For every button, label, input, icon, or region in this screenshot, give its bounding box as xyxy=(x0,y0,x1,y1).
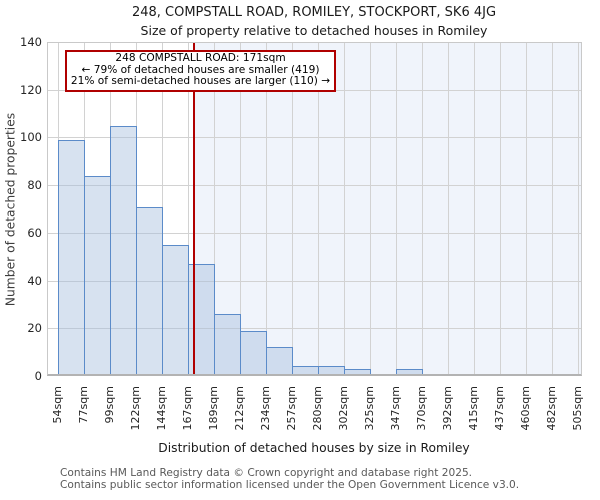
gridline-vertical xyxy=(474,42,475,376)
gridline-vertical xyxy=(266,42,267,376)
x-tick-label: 189sqm xyxy=(207,386,220,431)
gridline-vertical xyxy=(188,42,189,376)
y-tick-label: 0 xyxy=(34,369,42,383)
x-tick-label: 212sqm xyxy=(233,386,246,431)
gridline-vertical xyxy=(448,42,449,376)
footer-line-1: Contains HM Land Registry data © Crown c… xyxy=(60,467,473,479)
shaded-region-larger xyxy=(192,42,582,376)
annotation-line-larger: 21% of semi-detached houses are larger (… xyxy=(70,75,331,88)
annotation-line-smaller: ← 79% of detached houses are smaller (41… xyxy=(81,63,320,76)
histogram-bar xyxy=(214,313,241,376)
histogram-bar xyxy=(266,347,293,376)
x-axis-title: Distribution of detached houses by size … xyxy=(158,441,470,455)
gridline-vertical xyxy=(240,42,241,376)
x-tick-label: 415sqm xyxy=(467,386,480,431)
x-tick-label: 302sqm xyxy=(337,386,350,431)
x-tick-label: 347sqm xyxy=(389,386,402,431)
y-tick-label: 120 xyxy=(20,82,42,97)
x-tick-label: 77sqm xyxy=(77,386,90,424)
x-tick-label: 257sqm xyxy=(285,386,298,431)
x-tick-label: 325sqm xyxy=(363,386,376,431)
x-tick-label: 167sqm xyxy=(181,386,194,431)
histogram-bar xyxy=(318,366,345,376)
x-tick-label: 54sqm xyxy=(51,386,64,424)
gridline-vertical xyxy=(292,42,293,376)
y-tick-label: 100 xyxy=(20,130,42,145)
gridline-vertical xyxy=(214,42,215,376)
y-tick-label: 80 xyxy=(27,178,42,193)
histogram-bar xyxy=(370,373,397,376)
gridline-horizontal xyxy=(47,328,582,330)
gridline-vertical xyxy=(500,42,501,376)
x-tick-label: 99sqm xyxy=(103,386,116,424)
gridline-horizontal xyxy=(47,185,582,187)
x-tick-label: 437sqm xyxy=(493,386,506,431)
histogram-bar xyxy=(162,244,189,376)
y-tick-label: 20 xyxy=(27,321,42,336)
plot-area xyxy=(47,42,582,376)
gridline-vertical xyxy=(370,42,371,376)
x-tick-label: 392sqm xyxy=(441,386,454,431)
histogram-bar xyxy=(292,366,319,376)
chart-header: 248, COMPSTALL ROAD, ROMILEY, STOCKPORT,… xyxy=(14,4,600,40)
gridline-horizontal xyxy=(47,232,582,234)
footer-line-2: Contains public sector information licen… xyxy=(60,478,520,491)
histogram-bar xyxy=(136,206,163,376)
y-tick-label: 140 xyxy=(20,35,42,49)
y-tick-label: 40 xyxy=(27,273,42,288)
gridline-vertical xyxy=(526,42,527,376)
x-tick-label: 122sqm xyxy=(129,386,142,431)
histogram-bar xyxy=(188,263,215,376)
histogram-bar xyxy=(422,373,449,376)
x-tick-label: 482sqm xyxy=(545,386,558,431)
histogram-bar xyxy=(84,175,111,376)
gridline-vertical xyxy=(344,42,345,376)
x-tick-label: 144sqm xyxy=(155,386,168,431)
gridline-vertical xyxy=(578,42,579,376)
chart-title: 248, COMPSTALL ROAD, ROMILEY, STOCKPORT,… xyxy=(131,5,497,20)
x-tick-label: 280sqm xyxy=(311,386,324,431)
histogram-bar xyxy=(552,373,579,376)
gridline-vertical xyxy=(422,42,423,376)
gridline-horizontal xyxy=(47,280,582,282)
histogram-bar xyxy=(344,368,371,376)
footer: Contains HM Land Registry data © Crown c… xyxy=(60,467,600,491)
gridline-vertical xyxy=(318,42,319,376)
gridline-horizontal xyxy=(47,42,582,43)
marker-line xyxy=(192,42,195,376)
y-tick-label: 60 xyxy=(27,225,42,240)
gridline-vertical xyxy=(552,42,553,376)
histogram-bar xyxy=(396,368,423,376)
x-tick-label: 460sqm xyxy=(519,386,532,431)
x-tick-label: 370sqm xyxy=(415,386,428,431)
gridline-vertical xyxy=(396,42,397,376)
annotation-box: 248 COMPSTALL ROAD: 171sqm ← 79% of deta… xyxy=(65,50,336,92)
histogram-bar xyxy=(110,125,137,376)
histogram-bar xyxy=(58,139,85,376)
histogram-bar xyxy=(240,330,267,376)
y-axis-title: Number of detached properties xyxy=(3,112,18,307)
x-tick-label: 505sqm xyxy=(571,386,584,431)
annotation-line-address: 248 COMPSTALL ROAD: 171sqm xyxy=(115,52,286,64)
x-tick-label: 234sqm xyxy=(259,386,272,431)
chart-subtitle: Size of property relative to detached ho… xyxy=(140,23,488,38)
gridline-horizontal xyxy=(47,137,582,139)
